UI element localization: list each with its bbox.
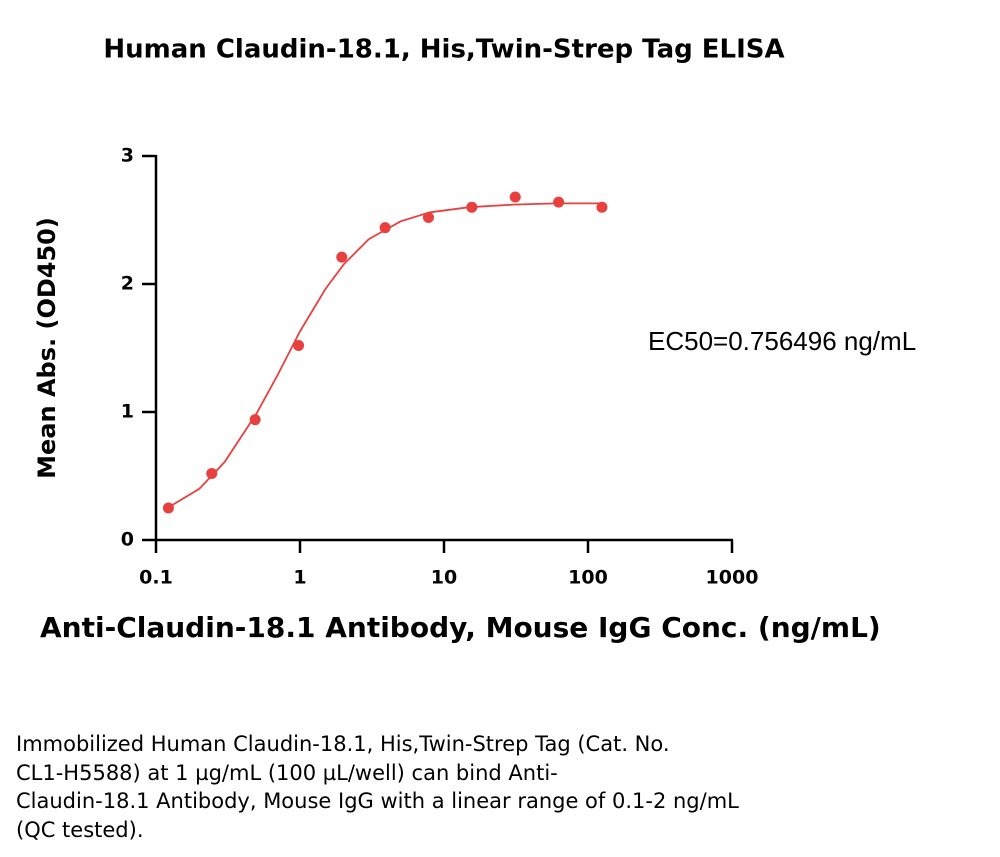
- data-point: [206, 467, 218, 479]
- x-tick-label: 1000: [706, 567, 759, 589]
- data-point: [596, 201, 608, 213]
- caption-line: (QC tested).: [16, 818, 144, 842]
- fit-curve: [166, 202, 602, 509]
- data-point: [509, 191, 521, 203]
- y-tick-label: 0: [121, 529, 134, 551]
- data-point: [249, 414, 261, 426]
- caption-line: Immobilized Human Claudin-18.1, His,Twin…: [16, 732, 670, 756]
- x-tick-label: 10: [431, 567, 457, 589]
- x-tick-label: 1: [293, 567, 306, 589]
- x-tick-label: 100: [568, 567, 608, 589]
- y-axis-label: Mean Abs. (OD450): [33, 217, 61, 479]
- caption-line: CL1-H5588) at 1 µg/mL (100 µL/well) can …: [16, 761, 558, 785]
- x-axis-label: Anti-Claudin-18.1 Antibody, Mouse IgG Co…: [40, 611, 881, 644]
- annotation: EC50=0.756496 ng/mL: [648, 326, 916, 356]
- data-point: [162, 502, 174, 514]
- data-point: [422, 211, 434, 223]
- y-tick-label: 3: [121, 145, 134, 167]
- data-point: [379, 222, 391, 234]
- data-point: [336, 251, 348, 263]
- data-point: [553, 196, 565, 208]
- chart-title: Human Claudin-18.1, His,Twin-Strep Tag E…: [103, 35, 784, 65]
- data-point: [293, 339, 305, 351]
- data-point: [466, 201, 478, 213]
- x-tick-label: 0.1: [139, 567, 173, 589]
- caption-line: Claudin-18.1 Antibody, Mouse IgG with a …: [16, 789, 739, 813]
- y-tick-label: 1: [121, 401, 134, 423]
- caption: Immobilized Human Claudin-18.1, His,Twin…: [16, 732, 739, 842]
- y-tick-label: 2: [121, 273, 134, 295]
